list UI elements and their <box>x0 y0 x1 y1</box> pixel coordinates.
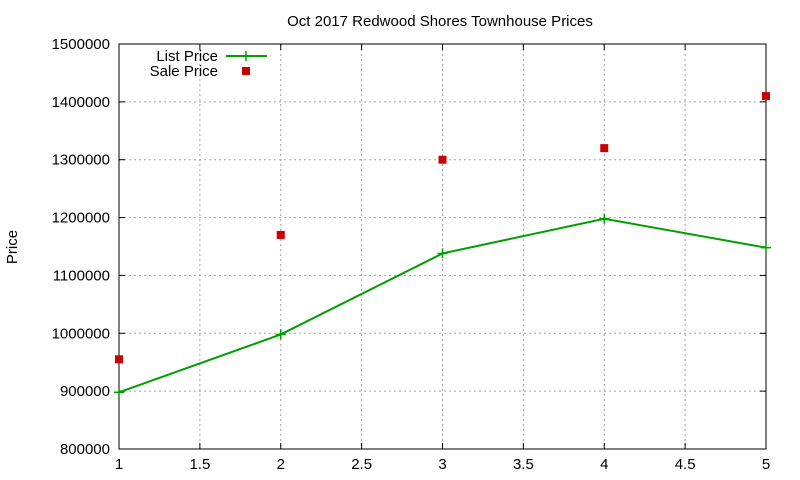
legend-swatch-sale-price <box>242 67 250 75</box>
y-tick-label: 900000 <box>60 383 110 400</box>
legend-marker-list-price <box>241 51 251 61</box>
x-tick-label: 5 <box>762 456 770 473</box>
y-axis-label: Price <box>4 230 21 264</box>
x-tick-label: 2 <box>277 456 285 473</box>
x-tick-label: 3.5 <box>513 456 534 473</box>
tick-labels: 1 1.5 2 2.5 3 3.5 4 4.5 5 800000 900000 1000000 1100… <box>52 36 771 473</box>
sale-price-point <box>276 230 285 239</box>
sale-price-point <box>762 92 770 101</box>
y-tick-label: 1300000 <box>52 152 110 169</box>
series-marks <box>114 92 771 398</box>
x-tick-label: 1 <box>115 456 123 473</box>
grid-lines <box>119 44 766 449</box>
x-tick-label: 4 <box>600 456 608 473</box>
legend-label-sale-price: Sale Price <box>150 63 218 80</box>
sale-price-point <box>600 144 609 153</box>
list-price-point <box>437 248 448 259</box>
x-tick-label: 1.5 <box>189 456 210 473</box>
y-tick-label: 800000 <box>60 441 110 458</box>
chart-title: Oct 2017 Redwood Shores Townhouse Prices <box>287 13 593 30</box>
y-tick-label: 1200000 <box>52 210 110 227</box>
y-tick-label: 1500000 <box>52 36 110 53</box>
y-tick-label: 1400000 <box>52 94 110 111</box>
legend-label-list-price: List Price <box>156 48 218 65</box>
x-tick-label: 2.5 <box>351 456 372 473</box>
x-tick-label: 4.5 <box>675 456 696 473</box>
list-price-point <box>599 213 610 224</box>
sale-price-point <box>438 155 447 164</box>
x-tick-label: 3 <box>438 456 446 473</box>
sale-price-point <box>115 355 123 364</box>
list-price-point <box>275 329 286 340</box>
y-tick-label: 1100000 <box>53 267 110 284</box>
list-price-point <box>761 242 771 253</box>
list-price-point <box>114 387 124 398</box>
y-tick-label: 1000000 <box>52 325 110 342</box>
